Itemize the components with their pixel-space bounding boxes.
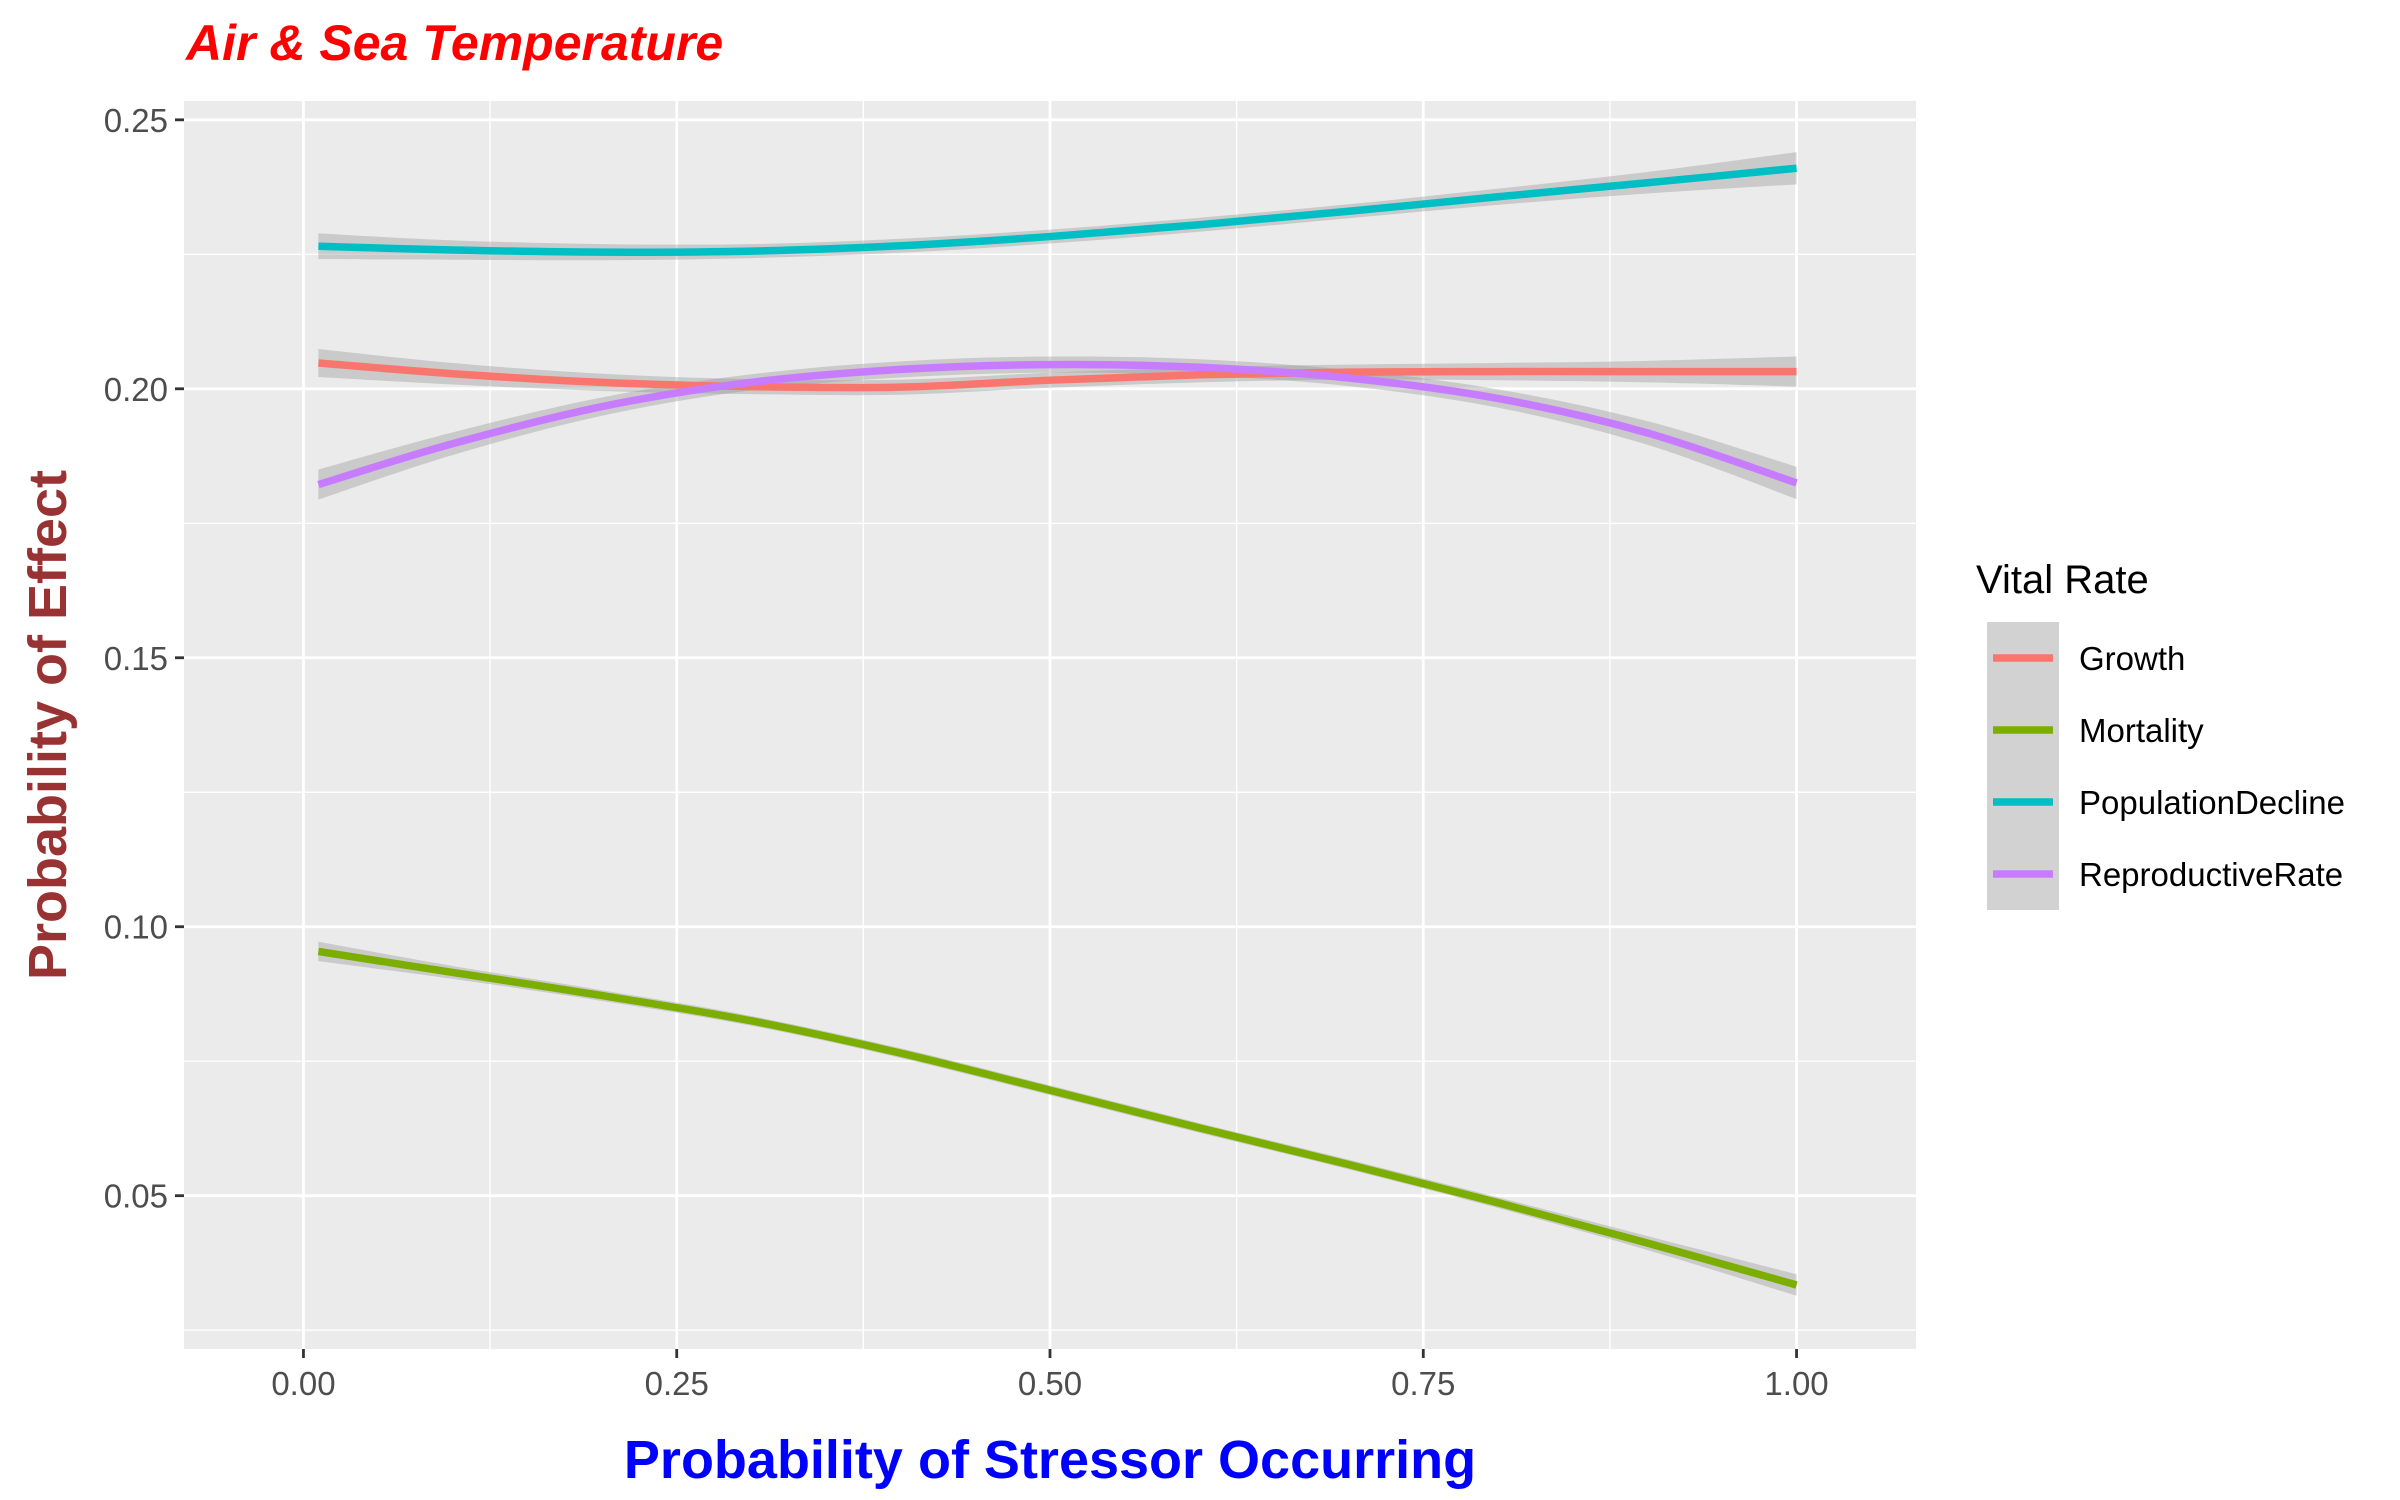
- y-tick-label: 0.25: [104, 102, 168, 139]
- y-tick-label: 0.15: [104, 640, 168, 677]
- x-tick-label: 0.00: [271, 1365, 335, 1402]
- legend-items: Growth Mortality PopulationDecline Reproduc…: [1987, 622, 2345, 910]
- grid-major: [184, 101, 1916, 1349]
- legend-key-background: [1987, 622, 2059, 910]
- y-tick-label: 0.05: [104, 1178, 168, 1215]
- series-line-population-decline: [318, 164, 1797, 256]
- legend-label-growth: Growth: [2079, 640, 2185, 677]
- legend: Vital Rate Growth Mortality PopulationDecl…: [1976, 558, 2345, 910]
- x-axis: 0.00 0.25 0.50 0.75 1.00: [271, 1349, 1829, 1402]
- y-tick-label: 0.10: [104, 909, 168, 946]
- x-tick-label: 0.75: [1391, 1365, 1455, 1402]
- y-axis-title: Probability of Effect: [18, 470, 78, 980]
- legend-title: Vital Rate: [1976, 558, 2149, 602]
- legend-label-mortality: Mortality: [2079, 712, 2204, 749]
- y-axis: 0.05 0.10 0.15 0.20 0.25: [104, 102, 184, 1215]
- series-line-reproductive-rate: [317, 360, 1798, 489]
- x-tick-label: 0.50: [1018, 1365, 1082, 1402]
- legend-label-reproductive-rate: ReproductiveRate: [2079, 856, 2343, 893]
- x-axis-title: Probability of Stressor Occurring: [624, 1430, 1476, 1490]
- series-line-growth: [318, 359, 1797, 392]
- x-tick-label: 1.00: [1764, 1365, 1828, 1402]
- series-line-mortality: [317, 947, 1798, 1289]
- y-tick-label: 0.20: [104, 371, 168, 408]
- chart-title: Air & Sea Temperature: [184, 15, 723, 71]
- x-tick-label: 0.25: [645, 1365, 709, 1402]
- series-lines: [317, 164, 1798, 1289]
- legend-label-population-decline: PopulationDecline: [2079, 784, 2345, 821]
